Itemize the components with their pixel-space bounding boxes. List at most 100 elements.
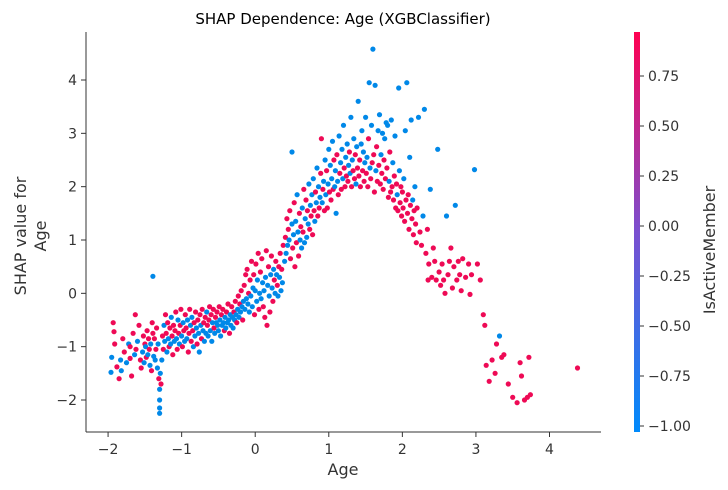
data-point <box>243 296 249 302</box>
data-point <box>118 357 124 363</box>
data-point <box>329 138 336 144</box>
data-point <box>159 357 165 363</box>
data-point <box>324 205 330 211</box>
data-point <box>304 208 310 214</box>
data-point <box>145 336 152 342</box>
colorbar-tick-label: 0.00 <box>648 219 679 235</box>
data-point <box>150 273 156 279</box>
data-point <box>371 189 377 195</box>
data-point <box>183 325 189 331</box>
data-point <box>248 258 255 264</box>
data-point <box>301 240 308 246</box>
y-tick-label: 2 <box>68 180 77 196</box>
data-point <box>296 253 302 259</box>
colorbar <box>634 32 640 432</box>
data-point <box>398 184 404 190</box>
data-point <box>474 261 480 267</box>
y-axis-title: SHAP value for Age <box>11 176 50 295</box>
data-point <box>222 314 228 320</box>
data-point <box>205 333 211 339</box>
data-point <box>137 357 143 363</box>
data-point <box>311 208 317 214</box>
data-point <box>289 221 295 227</box>
data-point <box>413 240 419 246</box>
colorbar-tick-label: −0.75 <box>648 369 691 385</box>
data-point <box>358 141 364 147</box>
data-point <box>258 296 264 302</box>
data-point <box>206 317 212 323</box>
data-point <box>110 320 116 326</box>
data-point <box>194 341 200 347</box>
data-point <box>346 162 352 168</box>
data-point <box>201 320 207 326</box>
data-point <box>208 312 214 318</box>
data-point <box>436 269 442 275</box>
data-point <box>338 186 344 192</box>
scatter-points <box>108 46 581 416</box>
data-point <box>136 322 142 328</box>
data-point <box>291 200 297 206</box>
data-point <box>270 298 276 304</box>
data-point <box>254 298 260 304</box>
data-point <box>386 178 392 184</box>
data-point <box>458 288 464 294</box>
data-point <box>267 309 273 315</box>
data-point <box>269 285 275 291</box>
data-point <box>466 261 472 267</box>
data-point <box>167 325 173 331</box>
data-point <box>293 218 299 224</box>
data-point <box>331 157 337 163</box>
data-point <box>308 213 314 219</box>
data-point <box>148 341 154 347</box>
data-point <box>425 277 431 283</box>
data-point <box>129 373 135 379</box>
data-point <box>402 218 408 224</box>
data-point <box>413 221 419 227</box>
data-point <box>443 213 450 219</box>
data-point <box>402 128 408 134</box>
data-point <box>467 291 473 297</box>
data-point <box>140 333 146 339</box>
data-point <box>367 165 373 171</box>
data-point <box>357 184 363 190</box>
data-point <box>332 168 338 174</box>
data-point <box>241 282 247 288</box>
data-point <box>157 410 163 416</box>
data-point <box>146 346 152 352</box>
data-point <box>266 293 272 299</box>
x-tick-label: −2 <box>98 442 119 458</box>
data-point <box>421 106 427 112</box>
data-point <box>313 200 319 206</box>
data-point <box>251 272 257 278</box>
y-tick-label: −1 <box>56 340 77 356</box>
data-point <box>418 242 425 248</box>
data-point <box>144 328 150 334</box>
data-point <box>369 160 375 166</box>
data-point <box>380 186 386 192</box>
data-point <box>162 312 169 318</box>
data-point <box>299 245 305 251</box>
data-point <box>438 282 444 288</box>
data-point <box>271 266 277 272</box>
data-point <box>405 192 411 198</box>
data-point <box>169 333 175 339</box>
data-point <box>265 264 272 270</box>
data-point <box>190 344 196 350</box>
data-point <box>368 176 374 182</box>
data-point <box>162 338 168 344</box>
data-point <box>454 277 460 283</box>
data-point <box>290 232 297 238</box>
data-point <box>350 168 356 174</box>
chart-title: SHAP Dependence: Age (XGBClassifier) <box>195 10 490 28</box>
data-point <box>385 194 391 200</box>
data-point <box>408 117 414 123</box>
data-point <box>220 306 226 312</box>
data-point <box>363 114 369 120</box>
data-point <box>333 210 339 216</box>
axes <box>85 32 601 433</box>
data-point <box>175 317 181 323</box>
data-point <box>483 362 489 368</box>
data-point <box>400 205 406 211</box>
data-point <box>310 232 316 238</box>
data-point <box>310 176 316 182</box>
